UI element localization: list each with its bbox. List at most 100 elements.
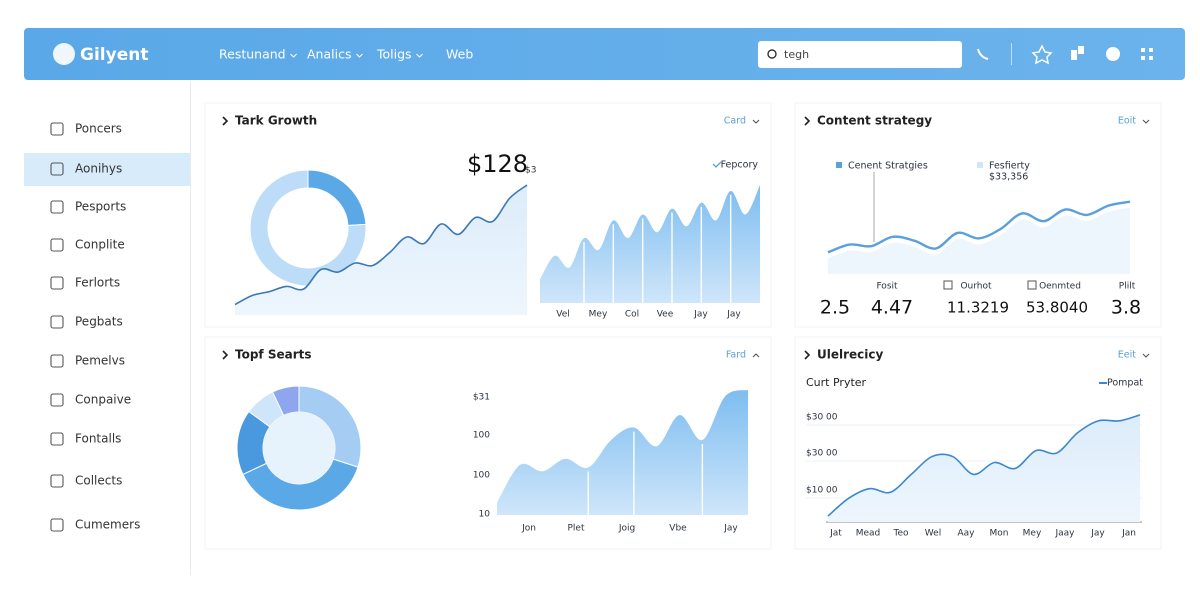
sidebar-icon bbox=[50, 122, 64, 136]
header-icons bbox=[977, 43, 1153, 65]
line bbox=[827, 200, 1131, 254]
x-label: Jay bbox=[723, 524, 738, 534]
x-label: Col bbox=[625, 310, 639, 320]
panel-control[interactable]: Eoit bbox=[1118, 116, 1136, 127]
legend-value: $33,356 bbox=[989, 172, 1028, 183]
line bbox=[827, 414, 1141, 517]
y-label: $31 bbox=[473, 393, 490, 403]
checkbox bbox=[1027, 280, 1037, 290]
caret bbox=[752, 353, 760, 358]
search-icon bbox=[767, 49, 777, 59]
x-label: Jaay bbox=[1054, 529, 1075, 539]
donut-hole bbox=[263, 412, 335, 484]
area bbox=[235, 185, 527, 315]
sidebar-item[interactable]: Fontalls bbox=[75, 432, 121, 446]
stat-label: Oenmted bbox=[1039, 282, 1081, 292]
stat-value: 3.8 bbox=[1111, 297, 1141, 319]
area bbox=[540, 185, 760, 303]
panel-title: Topf Searts bbox=[235, 348, 312, 362]
sidebar-icon bbox=[50, 162, 64, 176]
stat-value: 11.3219 bbox=[947, 299, 1009, 317]
sidebar-item[interactable]: Poncers bbox=[75, 122, 122, 136]
x-label: Plet bbox=[568, 524, 585, 534]
logo-icon bbox=[53, 43, 75, 65]
x-label: Aay bbox=[958, 529, 976, 539]
sidebar-icon bbox=[50, 238, 64, 252]
caret bbox=[356, 53, 363, 58]
legend-swatch bbox=[977, 162, 983, 168]
panel-title: Ulelrecicy bbox=[817, 348, 884, 362]
sidebar-item[interactable]: Pegbats bbox=[75, 315, 123, 329]
panel-control[interactable]: Eeit bbox=[1118, 350, 1136, 361]
sidebar-item[interactable]: Aonihys bbox=[75, 162, 122, 176]
y-label: $10 00 bbox=[806, 486, 838, 496]
stat-value: 2.5 bbox=[820, 297, 850, 319]
sidebar-icon bbox=[50, 200, 64, 214]
panel-control[interactable]: Card bbox=[724, 116, 746, 127]
kpi-value: $128 bbox=[467, 150, 528, 178]
legend-swatch bbox=[836, 162, 842, 168]
x-label: Jay bbox=[1090, 529, 1105, 539]
sidebar-icon bbox=[50, 393, 64, 407]
area bbox=[828, 414, 1140, 522]
y-label: 100 bbox=[473, 471, 490, 481]
caret bbox=[290, 53, 297, 58]
legend-text: Pompat bbox=[1107, 378, 1143, 389]
legend-text: Fepcory bbox=[721, 160, 759, 171]
checkbox bbox=[943, 280, 953, 290]
logo-text: Gilyent bbox=[80, 45, 148, 65]
stat-value: 53.8040 bbox=[1026, 299, 1088, 317]
nav-item[interactable]: Restunand bbox=[219, 47, 286, 62]
kpi-suffix: $3 bbox=[525, 166, 536, 176]
y-label: $30 00 bbox=[806, 413, 838, 423]
panel-control[interactable]: Fard bbox=[726, 350, 746, 361]
chevron bbox=[804, 116, 811, 126]
x-label: Wel bbox=[925, 529, 941, 539]
sidebar-icon bbox=[50, 315, 64, 329]
x-label: Jat bbox=[829, 529, 842, 539]
line-shadow bbox=[828, 207, 1130, 274]
stat-label: Plilt bbox=[1119, 282, 1136, 292]
sidebar-item[interactable]: Conpaive bbox=[75, 393, 131, 407]
sidebar-item[interactable]: Collects bbox=[75, 474, 122, 488]
chevron bbox=[222, 116, 229, 126]
nav-item[interactable]: Toligs bbox=[376, 47, 412, 62]
sidebar-item[interactable]: Cumemers bbox=[75, 518, 140, 532]
sidebar-item[interactable]: Pemelvs bbox=[75, 354, 125, 368]
panel-title: Tark Growth bbox=[235, 114, 317, 128]
chevron bbox=[222, 350, 229, 360]
sidebar-icon bbox=[50, 432, 64, 446]
y-label: $30 00 bbox=[806, 449, 838, 459]
sidebar-icon bbox=[50, 518, 64, 532]
nav-item[interactable]: Web bbox=[446, 47, 473, 62]
x-label: Vel bbox=[556, 310, 570, 320]
panel-title: Content strategy bbox=[817, 114, 932, 128]
search-box[interactable] bbox=[758, 41, 962, 68]
legend-text: Fesfierty bbox=[989, 161, 1030, 172]
sidebar-active bbox=[24, 153, 190, 186]
x-label: Jon bbox=[521, 524, 536, 534]
x-label: Jay bbox=[693, 310, 708, 320]
sidebar-item[interactable]: Pesports bbox=[75, 200, 126, 214]
sidebar-item[interactable]: Ferlorts bbox=[75, 276, 120, 290]
caret bbox=[752, 119, 760, 124]
chevron bbox=[804, 350, 811, 360]
panel bbox=[794, 102, 1162, 328]
header-bar bbox=[24, 28, 1185, 80]
sidebar-divider bbox=[190, 82, 191, 575]
caret bbox=[1142, 353, 1150, 358]
x-label: Vee bbox=[657, 310, 674, 320]
x-label: Mon bbox=[990, 529, 1009, 539]
stat-value: 4.47 bbox=[871, 297, 913, 319]
search-text: tegh bbox=[784, 48, 809, 61]
caret bbox=[416, 53, 423, 58]
x-label: Teo bbox=[892, 529, 909, 539]
x-label: Vbe bbox=[669, 524, 687, 534]
x-label: Joig bbox=[618, 524, 635, 534]
nav-item[interactable]: Analics bbox=[307, 47, 351, 62]
sidebar-item[interactable]: Conplite bbox=[75, 238, 125, 252]
area bbox=[497, 390, 748, 515]
caret bbox=[1142, 119, 1150, 124]
sidebar-icon bbox=[50, 276, 64, 290]
